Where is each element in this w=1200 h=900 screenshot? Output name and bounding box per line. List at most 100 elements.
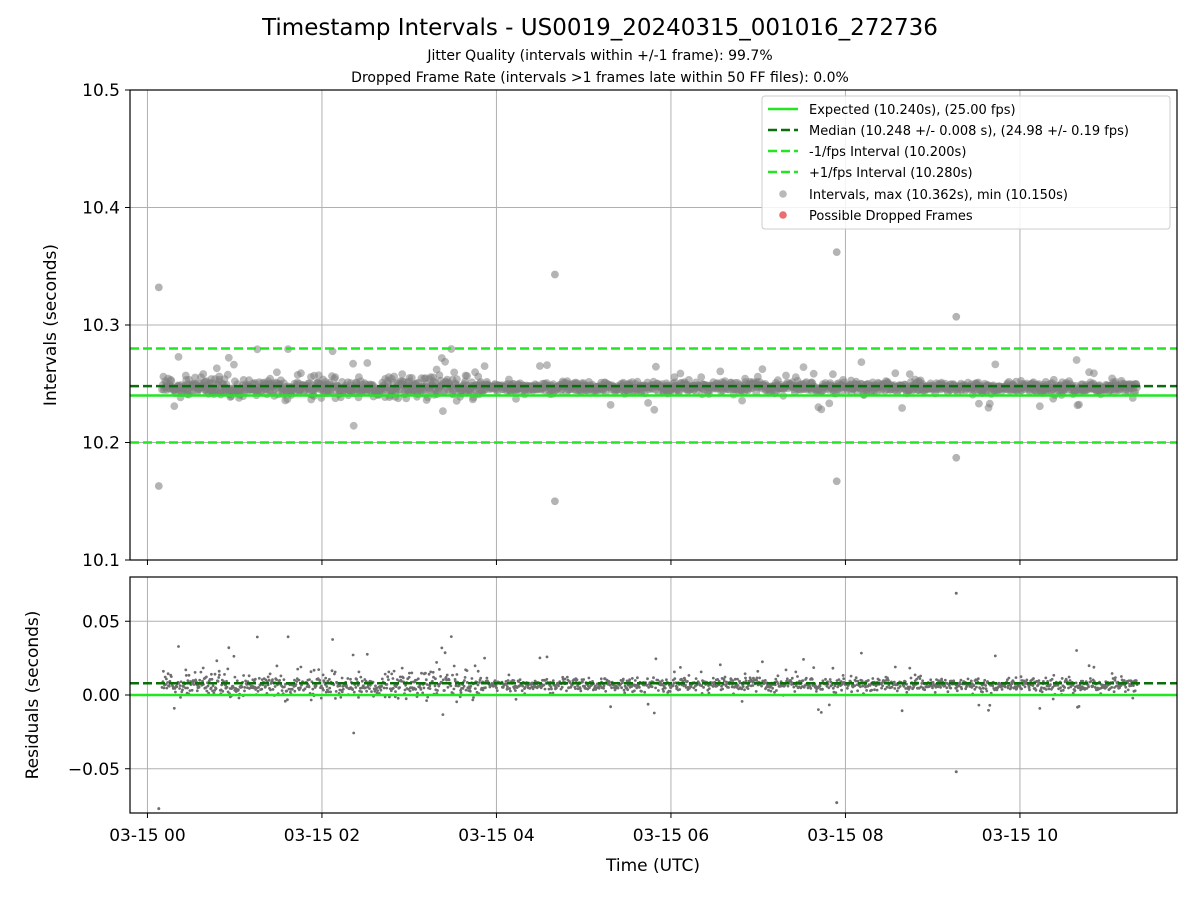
residual-point [520, 689, 524, 693]
residual-point [683, 678, 687, 682]
residual-point [207, 691, 211, 695]
residual-point [513, 687, 516, 690]
residual-point [188, 689, 192, 692]
residual-point [266, 675, 270, 679]
residual-point [444, 676, 448, 679]
residual-point [1089, 680, 1093, 683]
residual-point [324, 676, 328, 680]
residual-point [388, 695, 391, 699]
residual-point [633, 689, 636, 693]
residual-point [834, 691, 838, 694]
residual-point [908, 685, 912, 689]
residual-point [1077, 705, 1081, 708]
interval-outlier-point [832, 248, 841, 257]
residual-point [166, 672, 170, 676]
residual-point [746, 687, 750, 690]
residuals-y-tick-label: 0.00 [82, 686, 120, 706]
residual-point [275, 664, 279, 668]
residual-point [1020, 687, 1023, 691]
residual-point [711, 685, 715, 688]
residual-point [351, 653, 355, 657]
legend: Expected (10.240s), (25.00 fps) Median (… [761, 95, 1171, 230]
interval-point [363, 359, 372, 367]
residual-point [920, 682, 924, 685]
residual-point [267, 678, 271, 682]
residual-point [733, 677, 737, 681]
residual-point [551, 679, 555, 683]
residual-point [854, 679, 858, 683]
residual-point [243, 689, 246, 693]
residual-point [741, 685, 745, 688]
residual-point [718, 663, 722, 667]
residual-point [320, 684, 323, 688]
residual-point [264, 684, 267, 688]
residual-point [1013, 685, 1017, 689]
residual-point [538, 656, 542, 660]
residual-point [470, 677, 474, 680]
residual-point [357, 696, 360, 699]
residual-point [761, 660, 764, 664]
residual-point [386, 675, 390, 679]
residual-point [991, 684, 995, 688]
residual-point [969, 679, 973, 683]
residual-point [380, 677, 384, 681]
residual-point [303, 687, 307, 691]
interval-point [1090, 369, 1098, 378]
residual-point [233, 675, 237, 679]
residual-point [707, 687, 711, 690]
residual-point [882, 679, 886, 683]
residual-point [385, 683, 389, 686]
residual-point [296, 667, 300, 671]
residual-point [1089, 677, 1092, 680]
residual-point [424, 678, 428, 682]
interval-point [273, 368, 281, 377]
residual-point [934, 685, 938, 689]
residual-point [958, 682, 962, 686]
residual-point [440, 646, 444, 650]
residual-point [738, 681, 742, 685]
residual-point [790, 676, 794, 680]
interval-point [349, 359, 357, 368]
residual-point [645, 684, 649, 687]
residual-point [821, 687, 824, 691]
residual-point [960, 687, 964, 691]
residual-point [1056, 683, 1060, 687]
residual-point [771, 686, 774, 690]
interval-point [191, 373, 200, 382]
residual-point [473, 687, 477, 690]
residual-point [560, 685, 564, 689]
residual-point [853, 684, 857, 688]
residual-point [736, 677, 739, 681]
residual-point [760, 684, 763, 688]
residual-point [1014, 676, 1018, 679]
residual-point [314, 684, 318, 688]
residual-point [1069, 685, 1073, 689]
interval-point [825, 399, 834, 408]
residual-point [517, 680, 520, 683]
residual-point [740, 700, 744, 703]
residual-point [468, 689, 472, 693]
residual-point [652, 676, 655, 680]
residual-point [943, 684, 947, 688]
residual-point [754, 690, 758, 693]
residual-point [545, 655, 549, 659]
residual-point [886, 679, 890, 682]
residual-point [796, 675, 799, 678]
residual-point [311, 687, 315, 691]
residual-point [491, 684, 495, 688]
residual-point [555, 686, 558, 690]
residual-point [557, 684, 560, 688]
residual-point [403, 688, 407, 692]
residual-point [946, 690, 950, 694]
residual-point [786, 684, 790, 688]
residual-point [881, 681, 884, 685]
interval-point [652, 362, 660, 371]
residual-point [420, 671, 423, 675]
residual-point [391, 686, 395, 690]
interval-point [782, 371, 790, 380]
residual-point [877, 678, 881, 682]
residual-point [257, 686, 260, 689]
interval-point [447, 345, 456, 353]
residual-point [257, 676, 261, 680]
residual-point [985, 689, 989, 693]
